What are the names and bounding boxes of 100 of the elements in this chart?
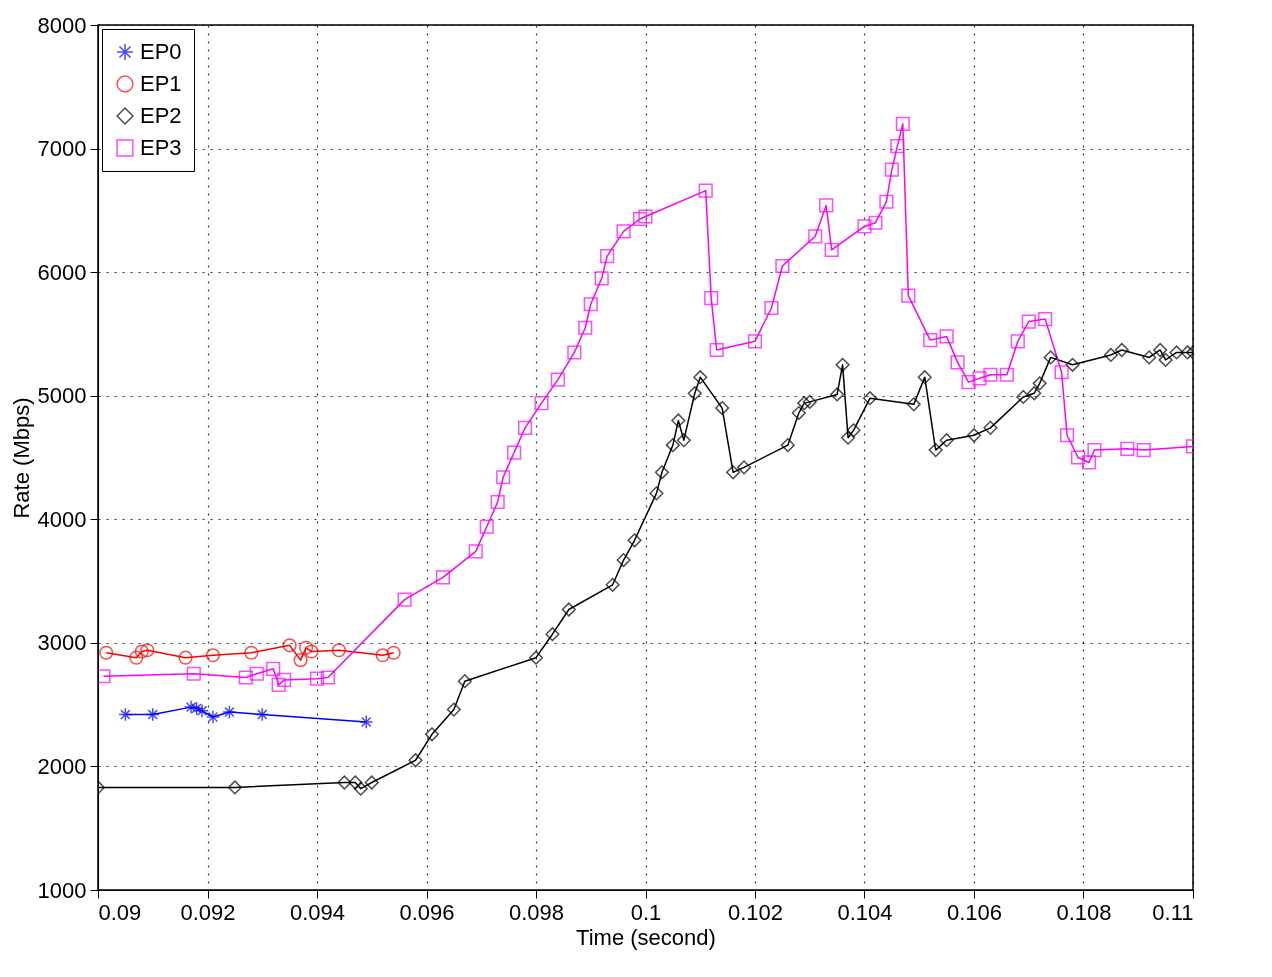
- point: [1065, 357, 1080, 372]
- point: [424, 727, 440, 742]
- x-tick-label: 0.1: [630, 899, 662, 925]
- y-tick-label: 5000: [37, 383, 87, 409]
- x-tick-label: 0.098: [508, 899, 565, 925]
- legend-label: EP3: [140, 135, 182, 160]
- point: [545, 627, 560, 642]
- point: [797, 396, 812, 411]
- point: [353, 781, 368, 796]
- point: [841, 430, 856, 445]
- point: [359, 714, 374, 730]
- point: [375, 648, 390, 663]
- point: [605, 577, 620, 592]
- point: [715, 401, 730, 416]
- point: [802, 394, 817, 409]
- point: [194, 703, 210, 718]
- point: [293, 653, 308, 668]
- y-tick-label: 8000: [37, 12, 87, 38]
- point: [791, 405, 806, 421]
- point: [627, 533, 642, 548]
- point: [1016, 389, 1031, 405]
- point: [983, 420, 998, 435]
- point: [726, 465, 741, 480]
- point: [1103, 347, 1118, 363]
- x-tick-label: 0.106: [946, 899, 1003, 925]
- point: [1153, 342, 1168, 358]
- point: [654, 465, 669, 480]
- point: [835, 357, 850, 372]
- point: [386, 645, 401, 660]
- point: [780, 438, 795, 453]
- point: [671, 413, 686, 428]
- point: [1114, 342, 1129, 358]
- point: [446, 702, 461, 717]
- point: [665, 438, 680, 453]
- legend-label: EP2: [140, 103, 182, 128]
- point: [99, 645, 114, 660]
- point: [140, 643, 155, 658]
- x-tick-label: 0.108: [1056, 899, 1112, 925]
- point: [298, 640, 314, 655]
- point: [227, 780, 242, 795]
- x-tick-label: 0.096: [399, 899, 455, 925]
- point: [1027, 386, 1042, 401]
- y-axis-title: Rate (Mbps): [8, 397, 34, 519]
- point: [1180, 345, 1193, 360]
- point: [939, 433, 954, 448]
- point: [736, 460, 752, 475]
- y-tick-label: 1000: [37, 877, 87, 903]
- point: [1169, 345, 1184, 360]
- point: [118, 707, 133, 722]
- point: [846, 423, 861, 438]
- point: [244, 645, 259, 660]
- point: [687, 386, 702, 401]
- x-tick-label: 0.11: [1152, 899, 1194, 925]
- point: [129, 650, 144, 665]
- x-tick-label: 0.09: [98, 899, 142, 925]
- y-tick-label: 4000: [37, 506, 87, 532]
- point: [830, 387, 845, 402]
- point: [693, 370, 708, 385]
- point: [205, 648, 221, 663]
- point: [282, 638, 297, 653]
- point: [928, 443, 943, 458]
- point: [676, 433, 691, 448]
- point: [304, 644, 319, 659]
- y-tick-label: 7000: [37, 136, 87, 162]
- point: [862, 391, 878, 406]
- point: [145, 707, 160, 722]
- point: [561, 602, 576, 617]
- point: [184, 700, 199, 715]
- y-tick-label: 3000: [37, 630, 87, 656]
- x-tick-label: 0.094: [289, 899, 346, 925]
- point: [1032, 376, 1047, 391]
- x-tick-label: 0.104: [837, 899, 893, 925]
- point: [134, 644, 149, 659]
- point: [1043, 350, 1058, 365]
- point: [528, 650, 544, 665]
- x-axis-title: Time (second): [576, 924, 716, 950]
- legend-label: EP1: [140, 71, 182, 96]
- point: [348, 775, 363, 790]
- point: [178, 650, 193, 665]
- y-tick-label: 2000: [37, 753, 87, 779]
- legend-label: EP0: [140, 39, 182, 64]
- point: [408, 753, 423, 768]
- point: [917, 370, 932, 385]
- y-tick-label: 6000: [37, 259, 87, 285]
- point: [189, 701, 204, 716]
- point: [222, 704, 237, 720]
- point: [364, 775, 379, 790]
- point: [906, 397, 921, 412]
- point: [255, 707, 270, 722]
- point: [966, 428, 982, 443]
- point: [616, 552, 631, 568]
- point: [649, 486, 664, 501]
- point: [331, 643, 346, 658]
- point: [457, 674, 472, 689]
- point: [1158, 352, 1173, 367]
- x-tick-label: 0.102: [727, 899, 784, 925]
- point: [1142, 350, 1157, 365]
- point: [205, 709, 221, 725]
- point: [337, 775, 352, 790]
- x-tick-label: 0.092: [180, 899, 236, 925]
